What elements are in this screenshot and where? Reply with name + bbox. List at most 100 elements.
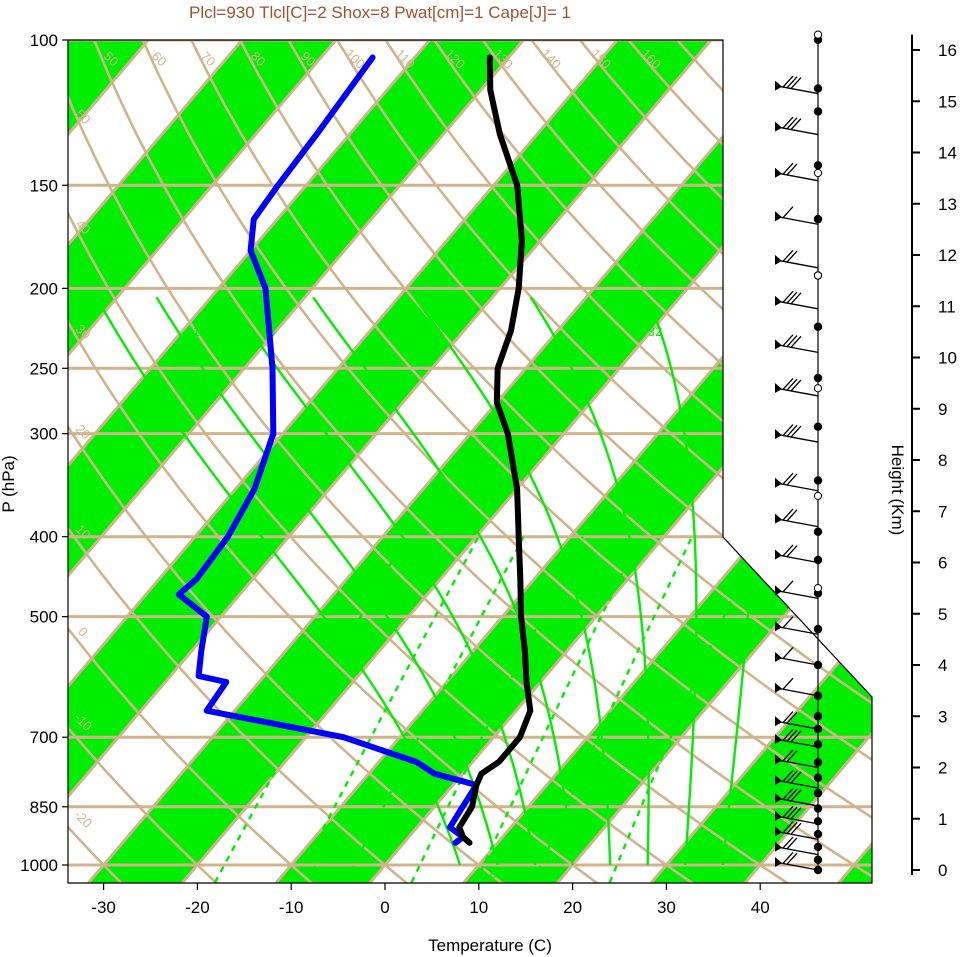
mixing-ratio-label: 14 (543, 866, 557, 881)
pressure-tick-label: 200 (30, 279, 58, 298)
isotherm-band (68, 40, 336, 883)
height-dot (813, 855, 823, 864)
height-ring (813, 271, 823, 280)
dry-adiabat (68, 40, 507, 883)
dry-adiabat (68, 40, 698, 883)
temperature-tick-label: 0 (380, 898, 389, 917)
isotherm-label: 0 (75, 624, 91, 640)
wind-barb (774, 836, 819, 856)
pressure-tick-label: 300 (30, 425, 58, 444)
wind-barb (774, 580, 819, 600)
height-dot (813, 422, 823, 431)
mixing-ratio-line (344, 536, 525, 883)
y-axis-label: P (hPa) (0, 455, 18, 512)
dry-adiabat (141, 40, 872, 883)
wind-barb (774, 770, 819, 789)
moist-adiabat (529, 296, 650, 866)
moist-adiabat (226, 296, 537, 866)
height-dot (813, 214, 823, 224)
wind-barb (774, 677, 819, 697)
isotherm-line (68, 40, 713, 883)
height-ring (813, 491, 823, 500)
height-tick-label: 2 (938, 759, 947, 778)
wind-barb (774, 711, 819, 730)
plot-frame (67, 39, 873, 884)
isotherm-line (68, 40, 525, 883)
height-dot (813, 373, 823, 383)
height-tick-label: 9 (938, 400, 947, 419)
height-dot (813, 829, 823, 839)
moist-adiabat-label: 32 (648, 324, 662, 339)
isotherm-line (68, 40, 244, 883)
isotherm-band (68, 40, 524, 883)
wind-barb (774, 206, 819, 225)
height-tick-label: 4 (938, 656, 947, 675)
height-dot (813, 322, 823, 331)
mixing-ratio-lines (213, 536, 762, 883)
height-dot (813, 817, 823, 826)
height-tick-label: 10 (938, 349, 957, 368)
temperature-tick-label: 40 (751, 898, 770, 917)
dry-adiabat-label: 60 (149, 48, 170, 69)
mixing-ratio-label: 8 (489, 866, 496, 881)
height-dot (813, 84, 823, 93)
wind-barb (774, 508, 819, 528)
temperature-tick-label: -10 (279, 898, 304, 917)
mixing-ratio-label: 3 (361, 866, 368, 881)
height-dot (813, 842, 823, 852)
dry-adiabat (68, 40, 793, 883)
wind-barb (774, 852, 819, 871)
mixing-ratio-label: 1 (311, 863, 318, 878)
wind-barb (774, 821, 819, 840)
y2-axis-label: Height (Km) (888, 445, 907, 536)
height-tick-label: 7 (938, 502, 947, 521)
moist-adiabat (646, 296, 698, 866)
moist-adiabat-label: 12 (193, 324, 207, 339)
wind-barb (774, 616, 819, 635)
temperature-tick-label: 10 (469, 898, 488, 917)
isotherm-line (87, 40, 806, 883)
isotherm-label: 0 (727, 459, 743, 475)
wind-barb (774, 749, 819, 769)
height-ring (813, 168, 823, 178)
height-dot (813, 624, 823, 634)
wind-barb-column (774, 30, 823, 875)
temperature-curve (456, 54, 534, 846)
height-tick-label: 0 (938, 861, 947, 880)
pressure-tick-label: 250 (30, 359, 58, 378)
isotherm-line (649, 40, 872, 883)
wind-barb (774, 787, 819, 807)
dry-adiabat (335, 40, 872, 883)
height-dot (813, 773, 823, 782)
temperature-tick-label: -30 (91, 898, 116, 917)
pressure-tick-label: 150 (30, 176, 58, 195)
height-tick-label: 1 (938, 810, 947, 829)
height-tick-label: 14 (938, 144, 957, 163)
wind-barb (774, 162, 819, 182)
height-ring (813, 30, 823, 39)
temperature-axis: -30 -20 -10 0 10 20 30 40 (91, 883, 770, 917)
height-tick-label: 13 (938, 195, 957, 214)
wind-barb (774, 424, 819, 443)
wind-barb (774, 377, 819, 397)
moist-adiabat (413, 296, 612, 865)
isotherm-line (68, 40, 619, 883)
isotherm-label: 10 (746, 541, 767, 562)
pressure-axis: 100 150 200 250 300 400 500 700 850 1000 (20, 31, 68, 875)
mixing-ratio-line (294, 536, 480, 883)
height-tick-label: 15 (938, 92, 957, 111)
pressure-tick-label: 400 (30, 528, 58, 547)
dry-adiabat (238, 40, 872, 883)
dry-adiabat (92, 40, 872, 883)
mixing-ratio-line (532, 536, 694, 883)
dry-adiabat (68, 40, 221, 883)
height-dot (813, 107, 823, 116)
wind-barb (774, 290, 819, 310)
isotherm-label: -20 (71, 807, 95, 831)
wind-barb (774, 729, 819, 748)
wind-barb (774, 805, 819, 825)
isotherm-line (68, 40, 431, 883)
height-dot (813, 804, 823, 813)
dry-adiabat (287, 40, 872, 883)
isotherm-label: 20 (724, 234, 745, 255)
